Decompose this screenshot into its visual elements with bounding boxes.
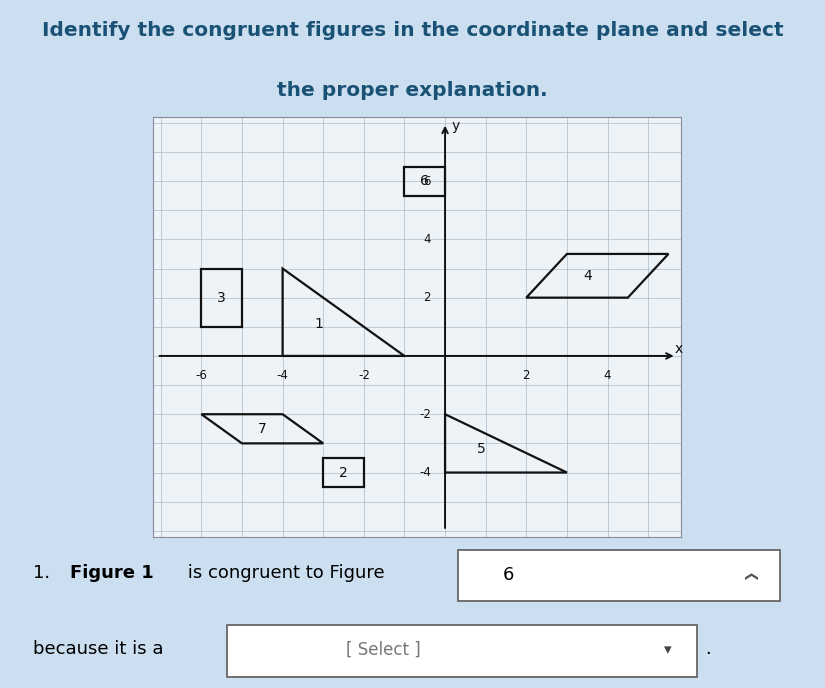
Text: [ Select ]: [ Select ] [346,641,422,658]
Text: 3: 3 [217,290,226,305]
Text: 2: 2 [339,466,348,480]
Text: 2: 2 [522,369,530,382]
Text: 4: 4 [582,269,592,283]
Text: 1: 1 [314,317,323,331]
Text: x: x [675,342,683,356]
Text: .: . [705,641,711,658]
Text: Identify the congruent figures in the coordinate plane and select: Identify the congruent figures in the co… [42,21,783,41]
FancyBboxPatch shape [458,550,780,601]
Text: -6: -6 [196,369,207,382]
Text: 2: 2 [423,291,431,304]
Text: is congruent to Figure: is congruent to Figure [182,564,384,582]
Text: Figure 1: Figure 1 [70,564,154,582]
FancyBboxPatch shape [227,625,697,677]
Text: y: y [451,119,460,133]
Text: 6: 6 [503,566,515,584]
Text: 1.: 1. [33,564,56,582]
Bar [404,166,445,195]
Text: the proper explanation.: the proper explanation. [277,80,548,100]
Text: -2: -2 [419,408,431,421]
Bar [201,268,242,327]
Text: -2: -2 [358,369,370,382]
Text: 4: 4 [604,369,611,382]
Bar [323,458,364,487]
Text: because it is a: because it is a [33,640,163,658]
Text: -4: -4 [419,466,431,479]
Text: 4: 4 [423,233,431,246]
Text: ▾: ▾ [664,642,672,657]
Text: 6: 6 [420,174,429,188]
Text: 7: 7 [258,422,266,436]
Text: -4: -4 [276,369,289,382]
Text: ❯: ❯ [744,570,757,581]
Text: 6: 6 [423,175,431,188]
Text: 5: 5 [477,442,486,456]
